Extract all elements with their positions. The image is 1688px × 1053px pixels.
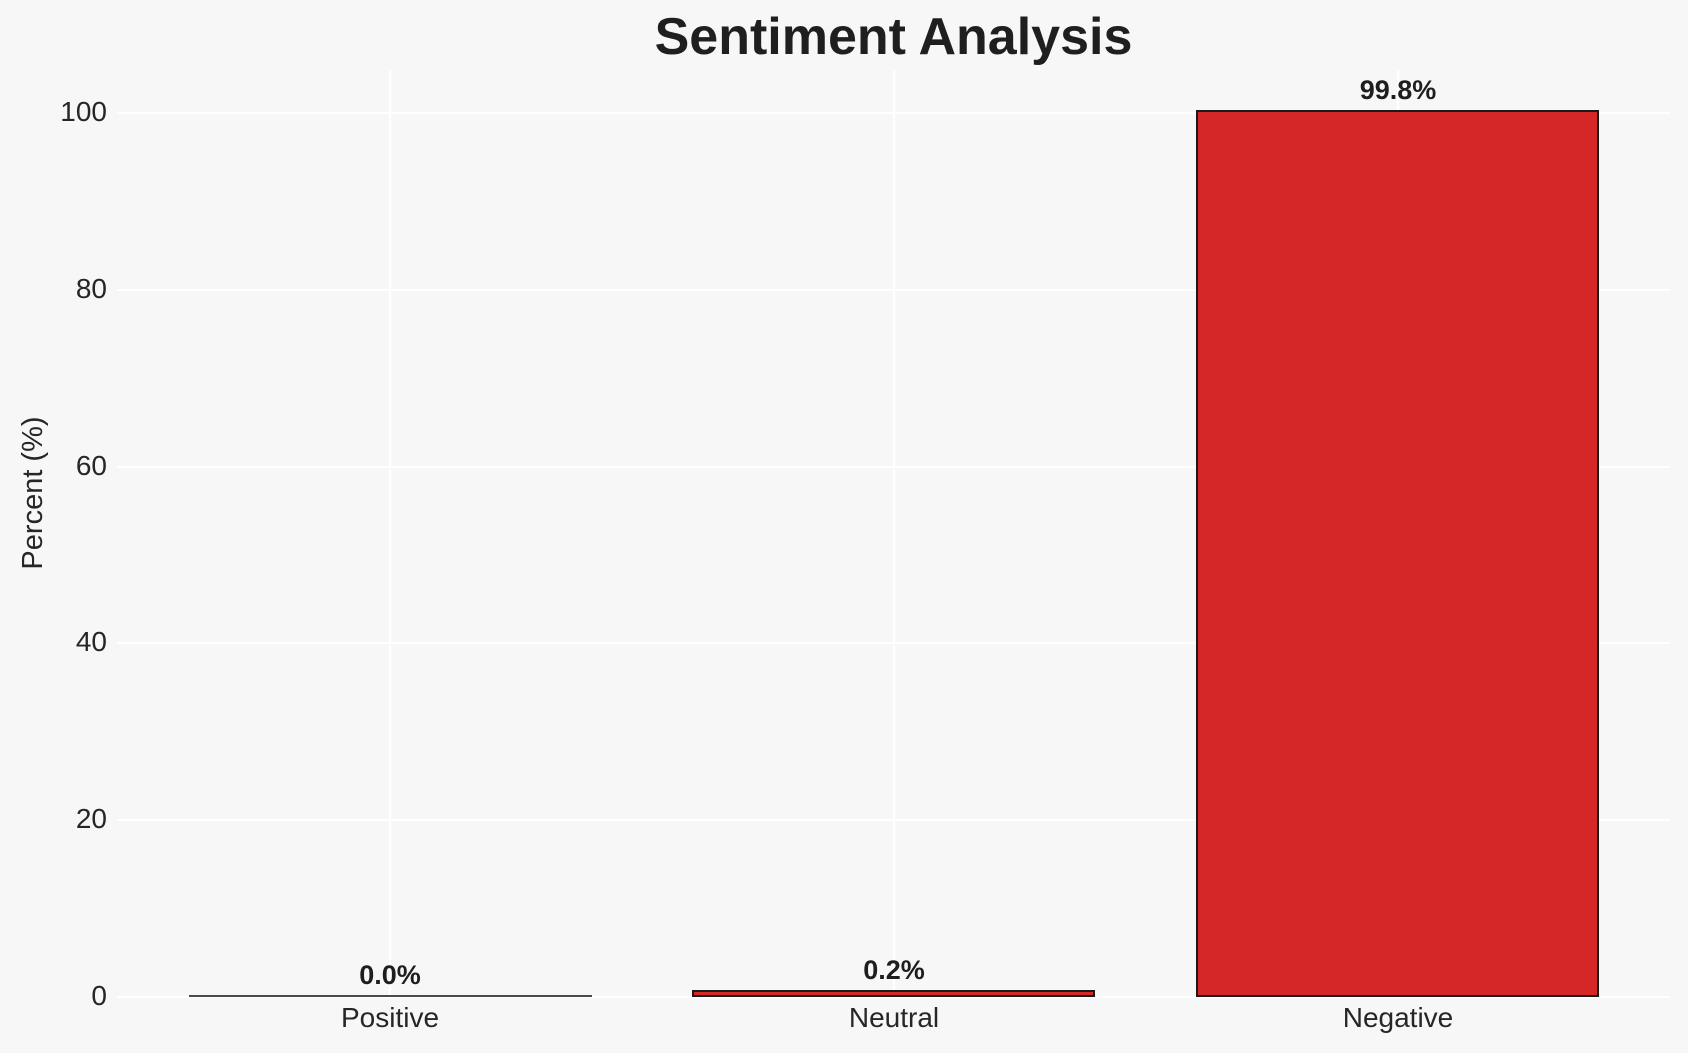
- bar-positive: [189, 995, 592, 997]
- y-tick-label: 100: [60, 96, 107, 127]
- y-tick-label: 20: [75, 803, 107, 834]
- y-gridline: [117, 996, 1670, 998]
- bar-negative: [1196, 110, 1599, 997]
- x-gridline: [389, 70, 391, 997]
- y-tick-label: 60: [75, 450, 107, 481]
- bar-value-label: 0.0%: [359, 960, 421, 990]
- chart-title: Sentiment Analysis: [654, 8, 1133, 66]
- bar-value-label: 99.8%: [1359, 75, 1437, 105]
- y-tick-label: 0: [91, 980, 107, 1011]
- bar-value-label: 0.2%: [863, 955, 925, 985]
- x-gridline: [893, 70, 895, 997]
- x-tick-label-negative: Negative: [1342, 1002, 1454, 1033]
- bar-neutral: [692, 990, 1095, 997]
- y-tick-label: 40: [75, 626, 107, 657]
- y-tick-label: 80: [75, 273, 107, 304]
- y-axis-label: Percent (%): [17, 416, 49, 570]
- x-tick-label-neutral: Neutral: [848, 1002, 940, 1033]
- x-tick-label-positive: Positive: [340, 1002, 440, 1033]
